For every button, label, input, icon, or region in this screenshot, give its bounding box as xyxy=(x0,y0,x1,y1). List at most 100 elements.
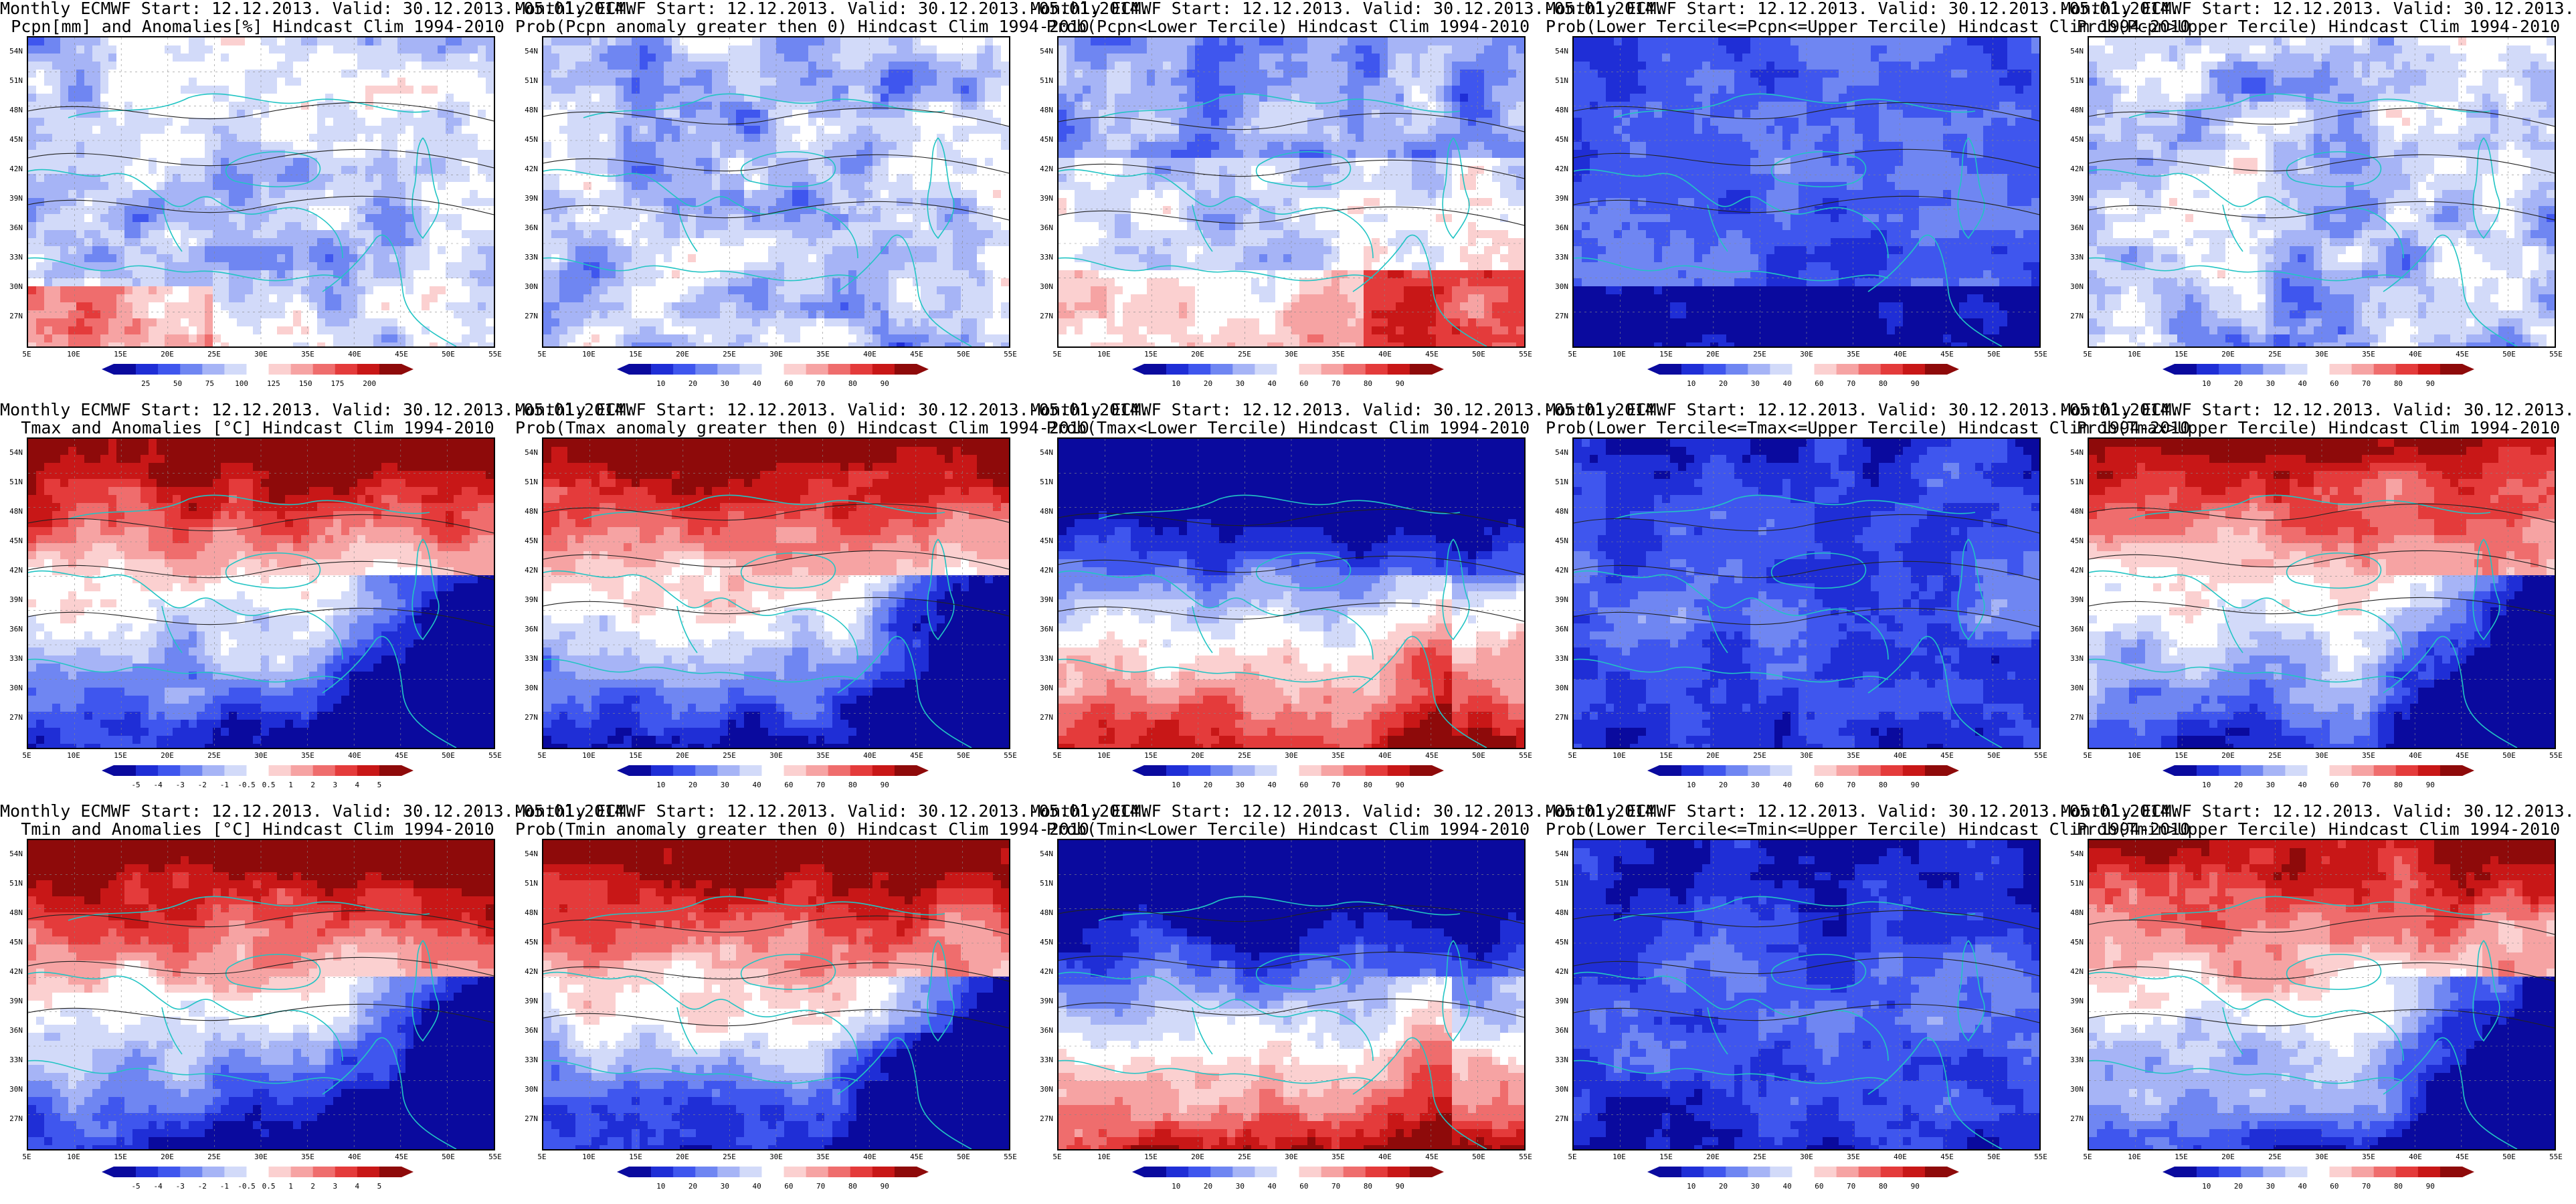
field-cell xyxy=(744,278,753,287)
field-cell xyxy=(929,286,937,295)
field-cell xyxy=(768,286,777,295)
field-cell xyxy=(591,118,600,126)
field-cell xyxy=(84,118,93,126)
field-cell xyxy=(205,214,213,223)
field-cell xyxy=(389,302,398,311)
field-cell xyxy=(373,318,382,327)
field-cell xyxy=(632,302,640,311)
field-cell xyxy=(696,214,705,223)
field-cell xyxy=(68,246,77,255)
field-cell xyxy=(824,198,833,207)
longitude-label: 30E xyxy=(248,350,274,359)
field-cell xyxy=(993,294,1002,303)
field-cell xyxy=(197,37,205,46)
field-cell xyxy=(84,238,93,247)
field-cell xyxy=(181,102,189,110)
field-cell xyxy=(832,198,841,207)
field-cell xyxy=(92,118,101,126)
field-cell xyxy=(333,326,342,335)
field-cell xyxy=(600,142,608,150)
field-cell xyxy=(141,190,149,199)
field-cell xyxy=(309,142,318,150)
field-cell xyxy=(848,174,857,183)
field-cell xyxy=(543,182,552,191)
field-cell xyxy=(454,86,462,94)
field-cell xyxy=(543,118,552,126)
field-cell xyxy=(237,110,246,118)
latitude-label: 27N xyxy=(3,312,23,320)
field-cell xyxy=(889,70,897,78)
field-cell xyxy=(1001,142,1009,150)
field-cell xyxy=(736,182,745,191)
field-cell xyxy=(397,206,406,215)
field-cell xyxy=(478,310,486,319)
field-cell xyxy=(422,238,430,247)
field-cell xyxy=(301,78,310,86)
field-cell xyxy=(559,254,568,263)
field-cell xyxy=(929,134,937,142)
field-cell xyxy=(856,278,865,287)
field-cell xyxy=(1091,70,1099,78)
field-cell xyxy=(157,37,165,46)
field-cell xyxy=(293,198,302,207)
field-cell xyxy=(559,318,568,327)
field-cell xyxy=(189,262,197,271)
field-cell xyxy=(1323,62,1332,70)
field-cell xyxy=(28,142,37,150)
field-cell xyxy=(462,278,470,287)
field-cell xyxy=(1436,62,1445,70)
field-cell xyxy=(389,110,398,118)
field-cell xyxy=(864,150,873,159)
field-cell xyxy=(205,158,213,167)
field-cell xyxy=(848,182,857,191)
field-cell xyxy=(462,126,470,134)
field-cell xyxy=(293,86,302,94)
field-cell xyxy=(913,334,921,343)
field-cell xyxy=(551,142,560,150)
field-cell xyxy=(277,206,286,215)
field-cell xyxy=(808,190,817,199)
latitude-label: 45N xyxy=(518,135,538,144)
field-cell xyxy=(840,238,849,247)
field-cell xyxy=(937,342,945,346)
field-cell xyxy=(309,110,318,118)
field-cell xyxy=(752,334,761,343)
field-cell xyxy=(333,342,342,346)
field-cell xyxy=(864,62,873,70)
field-cell xyxy=(1500,54,1509,62)
field-cell xyxy=(616,286,624,295)
field-cell xyxy=(1267,45,1276,54)
field-cell xyxy=(977,254,986,263)
field-cell xyxy=(1219,70,1228,78)
field-cell xyxy=(824,270,833,279)
field-cell xyxy=(36,230,45,239)
field-cell xyxy=(720,45,729,54)
field-cell xyxy=(100,318,109,327)
field-cell xyxy=(559,222,568,231)
field-cell xyxy=(977,278,986,287)
field-cell xyxy=(816,254,825,263)
field-cell xyxy=(632,278,640,287)
field-cell xyxy=(349,302,358,311)
field-cell xyxy=(397,158,406,167)
field-cell xyxy=(317,158,326,167)
field-cell xyxy=(1476,54,1485,62)
field-cell xyxy=(848,134,857,142)
field-cell xyxy=(985,126,994,134)
field-cell xyxy=(672,134,680,142)
field-cell xyxy=(261,238,270,247)
field-cell xyxy=(333,294,342,303)
field-cell xyxy=(736,126,745,134)
field-cell xyxy=(688,310,697,319)
field-cell xyxy=(744,294,753,303)
field-cell xyxy=(905,222,913,231)
field-cell xyxy=(325,326,334,335)
field-cell xyxy=(993,54,1002,62)
field-cell xyxy=(784,326,793,335)
field-cell xyxy=(205,286,213,295)
field-cell xyxy=(1059,78,1067,86)
field-cell xyxy=(736,254,745,263)
field-cell xyxy=(478,198,486,207)
field-cell xyxy=(543,286,552,295)
field-cell xyxy=(889,174,897,183)
